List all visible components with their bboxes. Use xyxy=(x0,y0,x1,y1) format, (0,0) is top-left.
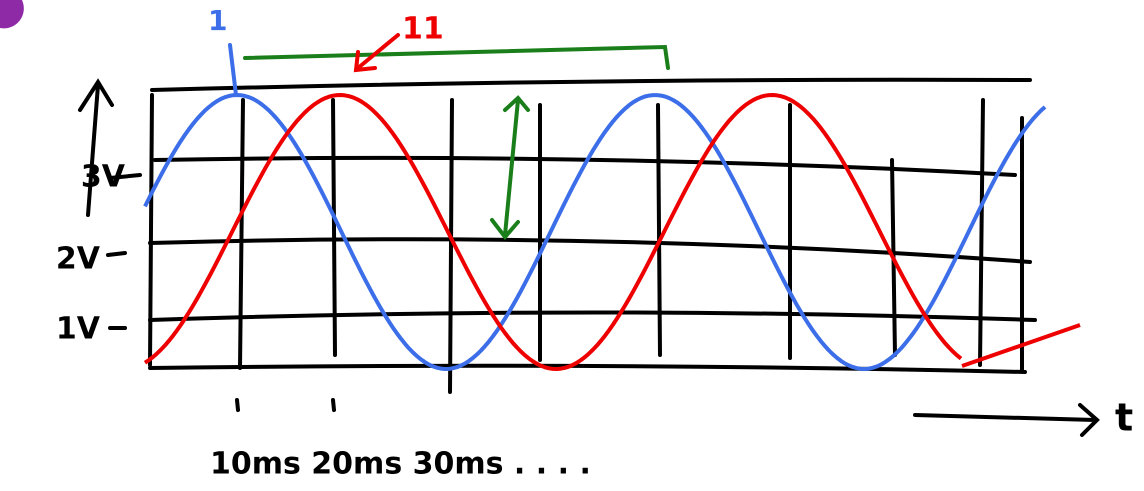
page: {"labels": {"y_axis": ["3V", "2V", "1V"]… xyxy=(0,0,1144,491)
grid-line xyxy=(150,366,1025,372)
red-wave xyxy=(145,95,961,369)
sketch: 3V 2V 1V 10ms 20ms 30ms . . . . t 11 1 xyxy=(0,0,1144,491)
x-ticks xyxy=(237,400,334,410)
y-label: 2V xyxy=(56,242,101,277)
green-bracket xyxy=(245,47,668,68)
purple-blob xyxy=(0,0,24,28)
x-label: 10ms 20ms 30ms . . . . xyxy=(210,447,591,482)
y-label: 1V xyxy=(56,312,101,347)
y-label: 3V xyxy=(81,160,126,195)
t-label: t xyxy=(1115,396,1133,440)
green-arrow xyxy=(492,98,528,237)
grid-line xyxy=(150,239,1030,262)
t-arrow xyxy=(915,405,1097,435)
y-arrow xyxy=(80,82,112,215)
grid-line xyxy=(152,80,1030,90)
y-ticks xyxy=(108,175,140,328)
grid-line xyxy=(150,313,1035,321)
red-note: 11 xyxy=(402,12,444,47)
blue-note: 1 xyxy=(208,4,227,37)
blue-wave xyxy=(145,95,1045,369)
